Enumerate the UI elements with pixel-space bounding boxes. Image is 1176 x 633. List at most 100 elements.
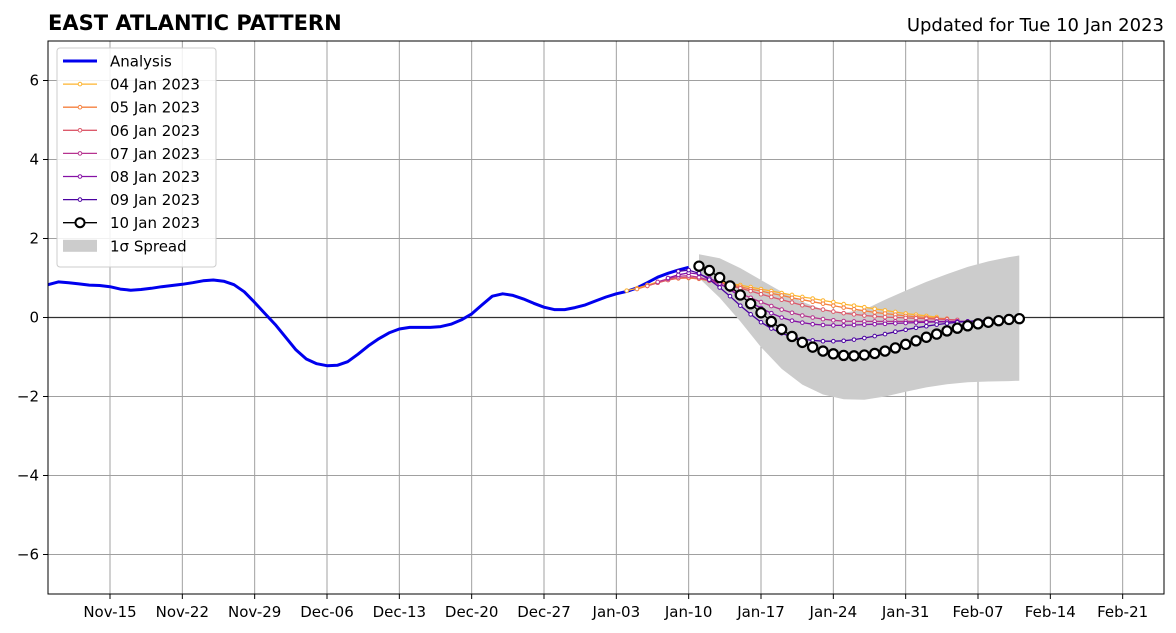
- data-point: [775, 323, 788, 336]
- data-point: [655, 279, 660, 285]
- data-point: [882, 314, 888, 320]
- y-tick-label: −4: [17, 467, 39, 485]
- y-tick-label: 0: [29, 309, 39, 327]
- data-point: [634, 286, 640, 292]
- legend-label: 09 Jan 2023: [110, 191, 200, 209]
- data-point: [717, 285, 722, 290]
- data-point: [758, 319, 764, 325]
- x-tick-label: Nov-29: [228, 603, 281, 621]
- data-point: [779, 297, 784, 303]
- x-tick-label: Nov-15: [83, 603, 136, 621]
- data-point: [951, 322, 964, 334]
- data-point: [820, 316, 826, 322]
- data-point: [924, 319, 929, 325]
- legend-marker: [77, 174, 83, 179]
- x-tick-label: Jan-10: [664, 603, 713, 621]
- data-point: [827, 348, 840, 360]
- data-point: [872, 333, 877, 339]
- data-point: [748, 288, 753, 294]
- data-point: [941, 325, 953, 337]
- legend-entry: 08 Jan 2023: [63, 168, 200, 186]
- legend-entry: Analysis: [63, 53, 172, 71]
- data-point: [724, 280, 736, 292]
- data-point: [930, 328, 943, 340]
- y-tick-label: 2: [29, 230, 39, 248]
- data-point: [982, 316, 995, 328]
- data-point: [924, 323, 929, 329]
- data-point: [848, 350, 860, 362]
- data-point: [841, 318, 846, 324]
- data-point: [920, 331, 933, 343]
- y-tick-label: 6: [29, 72, 39, 90]
- data-point: [800, 302, 805, 308]
- data-point: [707, 277, 712, 282]
- data-point: [755, 307, 767, 319]
- legend: Analysis 04 Jan 2023 05 Jan 2023 06 Jan 202…: [56, 47, 217, 268]
- data-point: [738, 303, 743, 308]
- data-point: [872, 321, 877, 327]
- data-point: [817, 345, 829, 357]
- data-point: [696, 270, 702, 276]
- data-point: [703, 264, 716, 277]
- data-point: [862, 335, 867, 341]
- data-point: [765, 315, 778, 328]
- x-tick-label: Jan-03: [592, 603, 641, 621]
- x-tick-label: Dec-13: [373, 603, 427, 621]
- analysis-line: [47, 265, 690, 368]
- data-point: [676, 268, 681, 274]
- chart-subtitle: Updated for Tue 10 Jan 2023: [907, 15, 1164, 36]
- data-point: [831, 309, 836, 314]
- data-point: [686, 267, 691, 273]
- data-point: [796, 336, 809, 349]
- data-point: [851, 312, 857, 317]
- x-tick-label: Dec-27: [517, 603, 571, 621]
- data-point: [851, 306, 857, 312]
- legend-label: 05 Jan 2023: [110, 99, 200, 117]
- data-point: [810, 315, 815, 320]
- data-point: [972, 318, 984, 330]
- data-point: [820, 301, 826, 306]
- series-analysis: [47, 265, 690, 368]
- data-point: [810, 305, 815, 310]
- x-tick-label: Feb-14: [1025, 603, 1076, 621]
- data-point: [858, 349, 871, 361]
- chart-title: EAST ATLANTIC PATTERN: [48, 11, 342, 35]
- legend-entry: 05 Jan 2023: [63, 99, 200, 117]
- data-point: [903, 320, 908, 326]
- data-point: [779, 315, 784, 320]
- data-point: [841, 305, 846, 310]
- data-point: [944, 321, 950, 326]
- data-point: [748, 312, 753, 317]
- data-point: [734, 289, 747, 301]
- legend-label: Analysis: [110, 53, 172, 71]
- x-tick-label: Jan-24: [809, 603, 858, 621]
- legend-entry: 07 Jan 2023: [63, 145, 200, 163]
- data-point: [789, 310, 795, 316]
- data-point: [769, 303, 774, 309]
- data-point: [645, 283, 650, 289]
- data-point: [820, 322, 826, 328]
- series-layer: [47, 260, 1026, 368]
- data-point: [872, 310, 877, 315]
- data-point: [837, 349, 850, 362]
- data-point: [851, 322, 857, 328]
- legend-swatch: [63, 239, 97, 252]
- x-tick-label: Dec-06: [300, 603, 354, 621]
- data-point: [872, 314, 877, 319]
- legend-marker: [77, 81, 83, 87]
- data-point: [934, 322, 939, 327]
- data-point: [789, 318, 795, 323]
- y-tick-label: −2: [17, 388, 39, 406]
- spread-band: [699, 254, 1020, 400]
- data-point: [810, 299, 815, 305]
- series-10-jan-2023: [693, 260, 1026, 362]
- data-point: [893, 329, 898, 335]
- legend-label: 10 Jan 2023: [110, 214, 200, 232]
- data-point: [769, 326, 774, 331]
- data-point: [831, 323, 836, 328]
- legend-box: [56, 47, 217, 268]
- legend-marker: [77, 151, 83, 156]
- data-point: [800, 320, 805, 325]
- data-point: [1013, 312, 1026, 325]
- x-tick-label: Jan-31: [881, 603, 930, 621]
